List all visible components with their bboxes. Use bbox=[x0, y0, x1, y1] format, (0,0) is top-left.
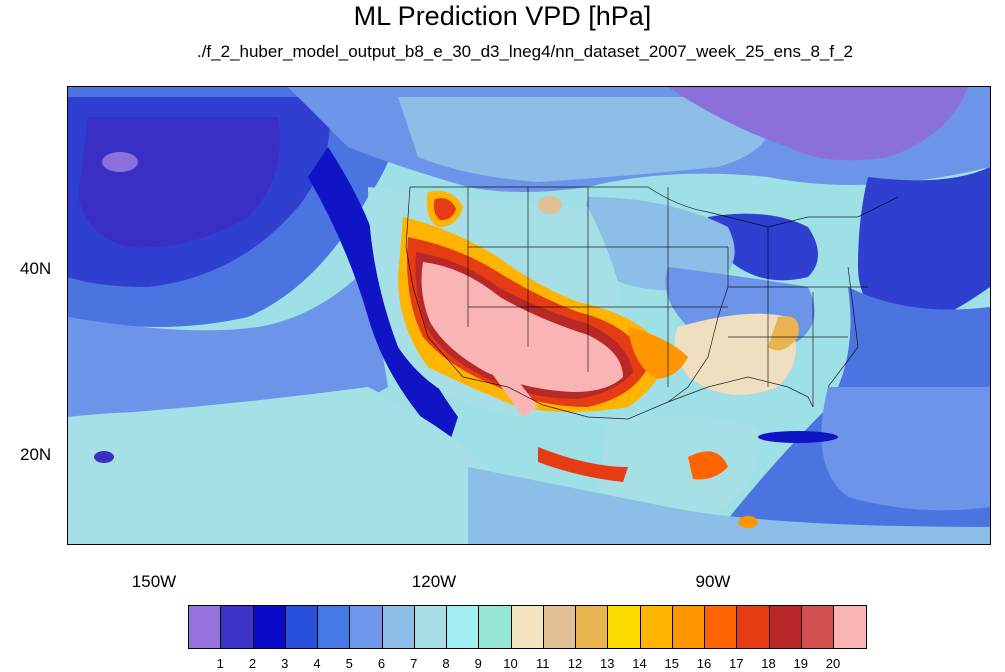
colorbar-swatch bbox=[350, 606, 383, 648]
colorbar-swatch bbox=[737, 606, 770, 648]
colorbar-label: 8 bbox=[442, 656, 450, 671]
baja-pink bbox=[473, 337, 538, 417]
colorbar-swatch bbox=[543, 606, 576, 648]
colorbar-label: 6 bbox=[377, 656, 386, 671]
colorbar-swatch bbox=[672, 606, 705, 648]
colorbar-label: 15 bbox=[664, 656, 679, 671]
great-lakes-dark bbox=[708, 213, 818, 281]
lat-label-40n: 40N bbox=[20, 259, 52, 278]
colorbar-label: 19 bbox=[793, 656, 808, 671]
plot-title: ML Prediction VPD [hPa] bbox=[353, 1, 652, 31]
colorbar-label: 20 bbox=[825, 656, 841, 671]
colorbar-swatch bbox=[834, 606, 867, 648]
colorbar-swatch bbox=[801, 606, 834, 648]
atlantic-light bbox=[821, 387, 990, 511]
colorbar-swatch bbox=[253, 606, 286, 648]
northeast-dark-band bbox=[858, 167, 990, 337]
subtropical-pacific-field bbox=[68, 267, 388, 419]
colorbar-label: 4 bbox=[313, 656, 321, 671]
state-boundaries bbox=[405, 186, 899, 420]
lon-label-150w: 150W bbox=[131, 572, 177, 591]
canada-light-field bbox=[398, 97, 773, 182]
texas-orange bbox=[628, 327, 688, 379]
colorbar-swatch bbox=[705, 606, 738, 648]
colorbar-label: 14 bbox=[632, 656, 647, 671]
hawaii-dark-patch bbox=[94, 451, 114, 463]
colorbar-label: 7 bbox=[410, 656, 418, 671]
utah-tan-spot bbox=[538, 196, 562, 214]
tropical-band bbox=[468, 467, 990, 544]
colorbar-swatch bbox=[576, 606, 609, 648]
colorbar-swatch bbox=[511, 606, 544, 648]
colorbar-swatch bbox=[608, 606, 641, 648]
southeast-yellow bbox=[768, 316, 799, 351]
vpd-map bbox=[67, 86, 991, 545]
hudson-lavender bbox=[668, 87, 968, 161]
midwest-blue bbox=[585, 197, 735, 291]
colorbar-label: 17 bbox=[729, 656, 744, 671]
colorbar-swatch bbox=[479, 606, 512, 648]
southern-pacific-light bbox=[68, 387, 528, 544]
pacific-lavender-patch bbox=[102, 152, 138, 172]
colorbar-label: 1 bbox=[216, 656, 224, 671]
colorbar-label: 16 bbox=[696, 656, 712, 671]
lat-label-20n: 20N bbox=[20, 445, 52, 464]
lon-label-90w: 90W bbox=[695, 572, 731, 591]
gulf-field bbox=[598, 413, 760, 519]
colorbar-swatch bbox=[285, 606, 318, 648]
oregon-hotspot-inner bbox=[433, 198, 456, 221]
cuba-blue bbox=[758, 431, 838, 443]
colorbar-label: 12 bbox=[567, 656, 583, 671]
lon-label-120w: 120W bbox=[411, 572, 457, 591]
colorbar-swatch bbox=[221, 606, 254, 648]
colorbar-swatch bbox=[189, 606, 222, 648]
mexico-southern-band bbox=[538, 447, 628, 482]
colorbar-label: 10 bbox=[503, 656, 518, 671]
colorbar-label: 2 bbox=[248, 656, 257, 671]
colorbar-swatch bbox=[447, 606, 480, 648]
pacific-core-field bbox=[78, 117, 280, 248]
colorbar-swatch bbox=[640, 606, 673, 648]
plot-subtitle: ./f_2_huber_model_output_b8_e_30_d3_lneg… bbox=[196, 42, 854, 61]
colorbar-label: 18 bbox=[761, 656, 776, 671]
colorbar-label: 3 bbox=[281, 656, 289, 671]
colorbar-swatch bbox=[414, 606, 447, 648]
colorbar bbox=[188, 605, 868, 649]
colorbar-label: 5 bbox=[345, 656, 353, 671]
colorbar-swatch bbox=[382, 606, 415, 648]
southeast-tan bbox=[674, 313, 796, 395]
colorbar-swatch bbox=[318, 606, 351, 648]
colorbar-label: 13 bbox=[600, 656, 615, 671]
colorbar-swatch bbox=[769, 606, 802, 648]
yucatan-hotspot bbox=[688, 451, 728, 480]
central-america-orange bbox=[738, 516, 758, 528]
colorbar-label: 9 bbox=[474, 656, 482, 671]
southwest-pink-core bbox=[421, 262, 623, 392]
colorbar-label: 11 bbox=[536, 656, 550, 671]
